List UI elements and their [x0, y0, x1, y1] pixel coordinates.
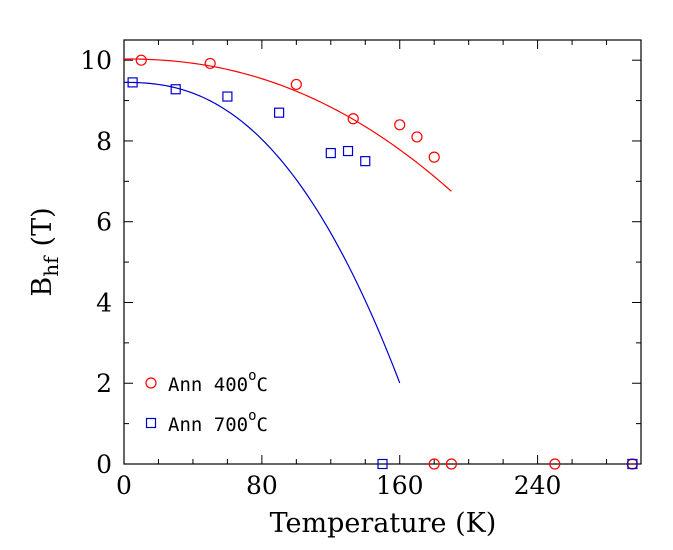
legend: Ann 400oC Ann 700oC: [145, 368, 268, 436]
y-axis-title-sub: hf: [39, 255, 63, 277]
x-axis-title: Temperature (K): [270, 508, 497, 539]
legend-label-ann-700-suffix: C: [257, 414, 268, 436]
data-point-series-0: [428, 151, 440, 163]
y-axis-title-main: B: [27, 277, 58, 297]
data-point-series-1: [627, 458, 638, 470]
y-axis-title: Bhf (T): [27, 207, 63, 296]
y-tick-label: 8: [96, 127, 112, 156]
tick-labels: 0 80 160 240 0 2 4 6 8 10: [80, 46, 561, 500]
y-axis-title-unit: (T): [27, 207, 58, 246]
legend-marker-ann-400: [145, 377, 157, 389]
fit-curve-0: [123, 58, 452, 192]
data-point-series-1: [377, 458, 388, 470]
fit-curves: [123, 58, 452, 384]
legend-label-ann-400: Ann 400oC: [168, 368, 268, 396]
data-point-series-0: [549, 458, 561, 470]
data-point-series-1: [360, 156, 371, 167]
x-tick-label: 80: [246, 471, 278, 500]
data-point-series-1: [222, 91, 233, 102]
y-tick-label: 0: [96, 450, 112, 479]
data-point-series-0: [135, 54, 147, 66]
legend-label-ann-400-sup: o: [248, 368, 256, 384]
legend-label-ann-700-name: Ann 700: [168, 414, 248, 436]
data-point-series-0: [347, 113, 359, 125]
data-point-series-0: [445, 458, 458, 470]
fit-curve-1: [123, 81, 401, 384]
y-tick-label: 6: [96, 208, 112, 237]
data-points: [127, 54, 638, 470]
data-point-series-1: [127, 77, 138, 88]
legend-label-ann-700-sup: o: [248, 408, 256, 424]
data-point-series-1: [274, 107, 285, 118]
data-point-series-0: [411, 131, 423, 143]
x-tick-label: 240: [514, 471, 562, 500]
legend-marker-ann-700: [145, 417, 157, 429]
plot-frame: [123, 39, 642, 465]
axis-ticks: [123, 40, 641, 465]
data-point-series-0: [204, 57, 216, 70]
y-tick-label: 2: [96, 369, 112, 398]
data-point-series-0: [394, 119, 406, 131]
legend-label-ann-400-suffix: C: [257, 374, 268, 396]
x-tick-label: 0: [116, 471, 132, 500]
data-point-series-1: [342, 145, 354, 157]
y-tick-label: 10: [80, 46, 112, 75]
x-tick-label: 160: [376, 471, 424, 500]
data-point-series-0: [290, 78, 302, 91]
data-point-series-1: [325, 147, 336, 159]
data-point-series-0: [428, 458, 440, 470]
legend-label-ann-400-name: Ann 400: [168, 374, 248, 396]
y-tick-label: 4: [96, 288, 112, 317]
legend-label-ann-700: Ann 700oC: [168, 408, 268, 436]
data-point-series-1: [170, 84, 181, 95]
